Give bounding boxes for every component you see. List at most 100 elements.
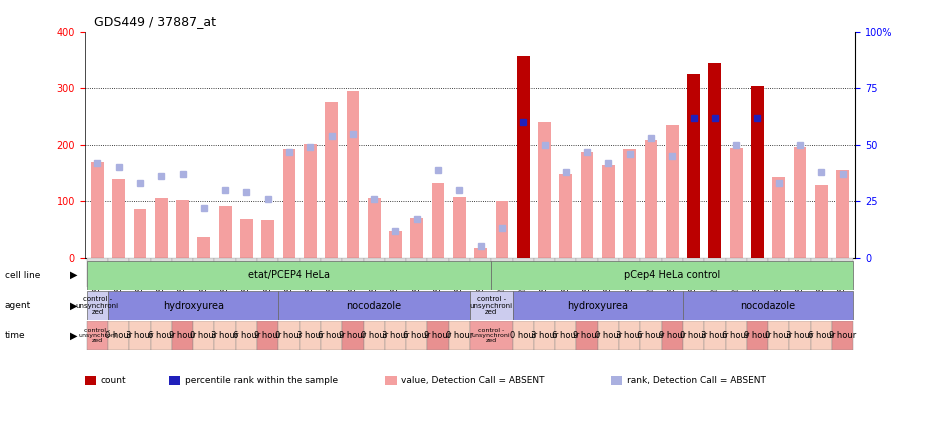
Bar: [556, 258, 576, 287]
Bar: [815, 185, 828, 258]
Bar: [534, 258, 556, 287]
Text: 9 hour: 9 hour: [744, 331, 771, 340]
Text: 3 hour: 3 hour: [126, 331, 153, 340]
Bar: [321, 322, 342, 351]
Text: 6 hour: 6 hour: [403, 331, 431, 340]
Text: 0 hour: 0 hour: [275, 331, 303, 340]
Bar: [197, 237, 211, 258]
Bar: [342, 258, 364, 287]
Bar: [538, 122, 551, 258]
Bar: [662, 322, 683, 351]
Bar: [364, 322, 384, 351]
Text: 9 hour: 9 hour: [573, 331, 601, 340]
Text: 3 hour: 3 hour: [787, 331, 814, 340]
Text: 3 hour: 3 hour: [616, 331, 643, 340]
Bar: [832, 322, 854, 351]
Bar: [86, 258, 108, 287]
Text: ▶: ▶: [70, 270, 77, 280]
Text: count: count: [101, 376, 126, 385]
Bar: [325, 102, 338, 258]
Text: 6 hour: 6 hour: [552, 331, 579, 340]
Bar: [278, 291, 470, 320]
Bar: [304, 144, 317, 258]
Bar: [619, 322, 640, 351]
Text: 3 hour: 3 hour: [212, 331, 239, 340]
Bar: [726, 322, 746, 351]
Bar: [556, 322, 576, 351]
Bar: [278, 322, 300, 351]
Text: 0 hour: 0 hour: [105, 331, 133, 340]
Text: 9 hour: 9 hour: [659, 331, 686, 340]
Text: 3 hour: 3 hour: [531, 331, 558, 340]
Bar: [645, 140, 657, 258]
Text: 0 hour: 0 hour: [509, 331, 537, 340]
Bar: [492, 261, 854, 290]
Bar: [321, 258, 342, 287]
Bar: [581, 152, 593, 258]
Text: ▶: ▶: [70, 331, 77, 341]
Bar: [176, 200, 189, 258]
Bar: [790, 258, 810, 287]
Bar: [257, 322, 278, 351]
Bar: [790, 322, 810, 351]
Bar: [512, 322, 534, 351]
Bar: [411, 218, 423, 258]
Bar: [640, 322, 662, 351]
Bar: [431, 183, 445, 258]
Bar: [683, 258, 704, 287]
Bar: [746, 258, 768, 287]
Bar: [709, 63, 721, 258]
Bar: [150, 322, 172, 351]
Bar: [300, 322, 321, 351]
Bar: [300, 258, 321, 287]
Text: 9 hour: 9 hour: [169, 331, 196, 340]
Text: 0 hour: 0 hour: [680, 331, 707, 340]
Text: control -
unsynchroni
zed: control - unsynchroni zed: [76, 296, 119, 315]
Bar: [150, 258, 172, 287]
Text: nocodazole: nocodazole: [347, 300, 401, 311]
Bar: [512, 258, 534, 287]
Bar: [130, 258, 150, 287]
Text: nocodazole: nocodazole: [741, 300, 795, 311]
Text: 9 hour: 9 hour: [829, 331, 856, 340]
Bar: [240, 219, 253, 258]
Bar: [86, 291, 108, 320]
Bar: [704, 258, 726, 287]
Bar: [108, 322, 130, 351]
Bar: [236, 322, 257, 351]
Bar: [534, 322, 556, 351]
Bar: [576, 258, 598, 287]
Bar: [214, 322, 236, 351]
Text: pCep4 HeLa control: pCep4 HeLa control: [624, 270, 720, 280]
Bar: [559, 174, 572, 258]
Bar: [257, 258, 278, 287]
Text: hydroxyurea: hydroxyurea: [567, 300, 628, 311]
Bar: [130, 322, 150, 351]
Bar: [428, 322, 448, 351]
Bar: [364, 258, 384, 287]
Bar: [793, 147, 807, 258]
Text: 6 hour: 6 hour: [148, 331, 175, 340]
Bar: [448, 322, 470, 351]
Text: etat/PCEP4 HeLa: etat/PCEP4 HeLa: [248, 270, 330, 280]
Bar: [108, 258, 130, 287]
Bar: [773, 177, 785, 258]
Bar: [194, 322, 214, 351]
Bar: [236, 258, 257, 287]
Bar: [448, 258, 470, 287]
Bar: [576, 322, 598, 351]
Text: 0 hour: 0 hour: [765, 331, 792, 340]
Bar: [704, 322, 726, 351]
Bar: [108, 291, 278, 320]
Bar: [726, 258, 746, 287]
Bar: [112, 179, 125, 258]
Bar: [470, 258, 492, 287]
Bar: [810, 258, 832, 287]
Bar: [172, 258, 194, 287]
Bar: [470, 322, 512, 351]
Bar: [389, 231, 402, 258]
Text: 0 hour: 0 hour: [190, 331, 217, 340]
Bar: [384, 322, 406, 351]
Bar: [837, 170, 849, 258]
Bar: [475, 248, 487, 258]
